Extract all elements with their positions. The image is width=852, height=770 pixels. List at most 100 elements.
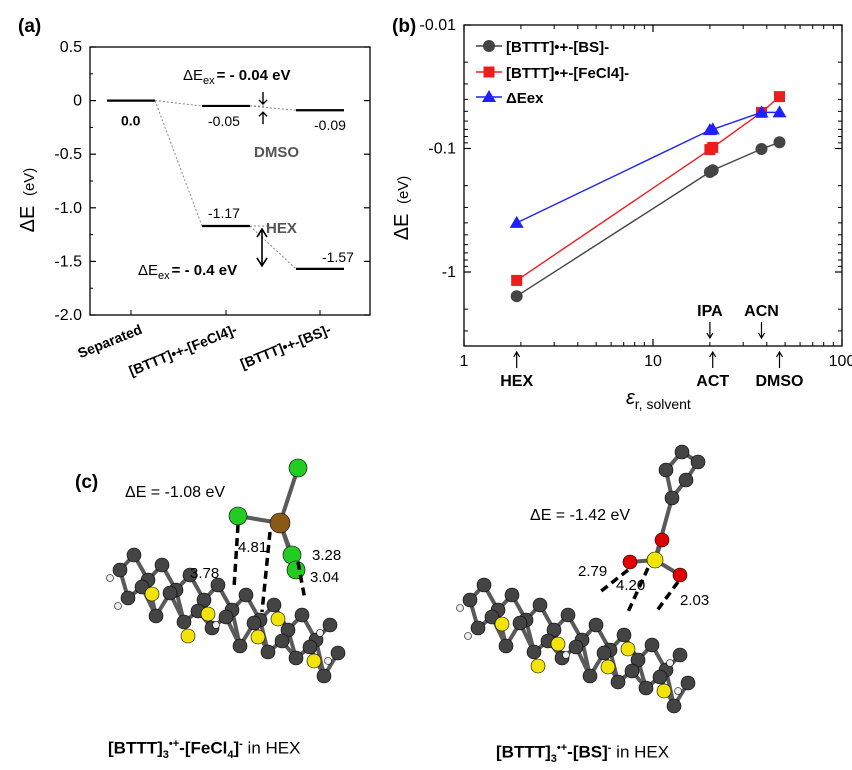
hydrogen-atom bbox=[674, 687, 682, 695]
carbon-atom bbox=[666, 698, 682, 714]
carbon-atom bbox=[218, 609, 234, 625]
hydrogen-atom bbox=[456, 604, 464, 612]
carbon-atom bbox=[658, 462, 674, 478]
chlorine-atom bbox=[286, 560, 306, 580]
carbon-atom bbox=[302, 639, 318, 655]
a-dmso-arrow-down bbox=[258, 91, 268, 105]
a-x-category-label: [BTTT]•+-[BS]- bbox=[238, 321, 334, 372]
a-value-dmso-fecl4: -0.05 bbox=[208, 113, 240, 129]
carbon-atom bbox=[664, 490, 680, 506]
a-y-tick-label: -2.0 bbox=[54, 307, 82, 324]
right-caption-pre: [BTTT] bbox=[496, 742, 551, 762]
carbon-atom bbox=[638, 680, 654, 696]
panel-a-dmso-label: DMSO bbox=[254, 144, 299, 161]
carbon-atom bbox=[330, 645, 346, 661]
right-molecule-render bbox=[456, 444, 706, 714]
panel-a-x-categories: Separated[BTTT]•+-[FeCl4]-[BTTT]•+-[BS]- bbox=[75, 310, 333, 379]
carbon-atom bbox=[154, 557, 170, 573]
left-distance-label: 4.81 bbox=[238, 539, 267, 556]
panel-a-y-ticks: 0.5 0 -0.5 -1.0 -1.5 -2.0 bbox=[54, 39, 370, 324]
b-y-tick-label: -1 bbox=[442, 264, 456, 281]
panel-a-hex-gap-label: ΔEex = - 0.4 eV bbox=[138, 262, 237, 282]
panel-c-structures: (c) ΔE = -1.08 eV ΔE = -1.42 eV 3.78 4.81… bbox=[75, 444, 709, 714]
panel-b-yunit: (eV) bbox=[395, 176, 412, 204]
hex-gap-sub: ex bbox=[158, 270, 170, 282]
b-legend-marker bbox=[482, 90, 496, 102]
oxygen-atom bbox=[654, 532, 670, 548]
left-distance-label: 3.78 bbox=[190, 565, 219, 582]
b-y-tick-label: -0.1 bbox=[428, 141, 456, 158]
hydrogen-atom bbox=[562, 651, 570, 659]
carbon-atom bbox=[568, 639, 584, 655]
b-legend-marker bbox=[483, 40, 495, 52]
a-x-category-label: [BTTT]•+-[FeCl4]- bbox=[127, 321, 240, 379]
a-y-tick-label: -1.0 bbox=[54, 200, 82, 217]
left-caption-tail: in HEX bbox=[242, 738, 301, 758]
carbon-atom bbox=[288, 650, 304, 666]
a-connector bbox=[249, 105, 297, 111]
b-x-tick-label: 100 bbox=[829, 353, 852, 370]
a-hex-double-arrow bbox=[256, 227, 268, 268]
carbon-atom bbox=[476, 577, 492, 593]
left-caption-sub2: 4 bbox=[227, 749, 234, 762]
left-distance-label: 3.04 bbox=[310, 569, 339, 586]
panel-b-y-axis-title: ΔE (eV) bbox=[392, 176, 413, 241]
oxygen-atom bbox=[622, 554, 638, 570]
a-connector bbox=[249, 225, 297, 270]
right-distance-label: 2.79 bbox=[578, 563, 607, 580]
left-caption-sup: •+ bbox=[168, 738, 180, 750]
carbon-atom bbox=[526, 644, 542, 660]
a-y-tick-label: -1.5 bbox=[54, 253, 82, 270]
carbon-atom bbox=[512, 615, 528, 631]
carbon-atom bbox=[260, 644, 276, 660]
carbon-atom bbox=[532, 597, 548, 613]
panel-b-series bbox=[509, 91, 787, 303]
b-solvent-label: DMSO bbox=[756, 373, 804, 390]
right-caption-mid: -[BS] bbox=[567, 742, 608, 762]
carbon-atom bbox=[232, 638, 248, 654]
left-caption-sub: 3 bbox=[162, 749, 169, 762]
left-energy-label: ΔE = -1.08 eV bbox=[125, 484, 225, 501]
carbon-atom bbox=[112, 562, 128, 578]
carbon-atom bbox=[316, 668, 332, 684]
carbon-atom bbox=[504, 587, 520, 603]
b-point-bs bbox=[755, 143, 768, 156]
right-caption-sub: 3 bbox=[550, 753, 557, 766]
b-point-dex bbox=[705, 122, 720, 135]
left-distance-labels: 3.78 4.81 3.28 3.04 bbox=[190, 539, 341, 586]
carbon-atom bbox=[690, 454, 706, 470]
a-y-tick-label: 0 bbox=[73, 93, 82, 110]
right-contact-dash bbox=[626, 567, 650, 613]
panel-b-x-axis-title: εr, solvent bbox=[626, 387, 691, 412]
b-point-dex bbox=[509, 215, 524, 228]
panel-b-xlabel-sub: r, solvent bbox=[635, 396, 691, 412]
panel-b-axes: -0.01 -0.1 -1 1 10 100 bbox=[420, 17, 852, 370]
b-solvent-arrow bbox=[513, 350, 521, 368]
a-value-dmso-bs: -0.09 bbox=[314, 117, 346, 133]
carbon-atom bbox=[644, 637, 660, 653]
hydrogen-atom bbox=[464, 632, 472, 640]
b-legend-marker bbox=[483, 66, 495, 78]
sulfur-atom bbox=[200, 606, 216, 622]
panel-b-ylabel: ΔE bbox=[392, 214, 413, 241]
sulfur-atom bbox=[530, 658, 546, 674]
carbon-atom bbox=[678, 472, 694, 488]
right-contact-dash bbox=[598, 568, 630, 594]
b-point-bs bbox=[706, 164, 719, 177]
b-solvent-label-top: ACN bbox=[744, 303, 779, 320]
a-dmso-arrow-up bbox=[258, 111, 268, 125]
carbon-atom bbox=[484, 609, 500, 625]
carbon-atom bbox=[120, 590, 136, 606]
right-caption-sup: •+ bbox=[556, 742, 568, 754]
carbon-atom bbox=[588, 617, 604, 633]
carbon-atom bbox=[176, 614, 192, 630]
panel-b-solvent-markers: HEX ACT DMSO IPA ACN bbox=[500, 303, 803, 390]
b-point-dex bbox=[754, 105, 769, 118]
hydrogen-atom bbox=[114, 602, 122, 610]
b-series-line bbox=[516, 96, 780, 282]
a-value-separated: 0.0 bbox=[121, 113, 141, 129]
carbon-atom bbox=[582, 668, 598, 684]
carbon-atom bbox=[148, 608, 164, 624]
panel-a-hex-label: HEX bbox=[266, 220, 297, 237]
carbon-atom bbox=[246, 615, 262, 631]
